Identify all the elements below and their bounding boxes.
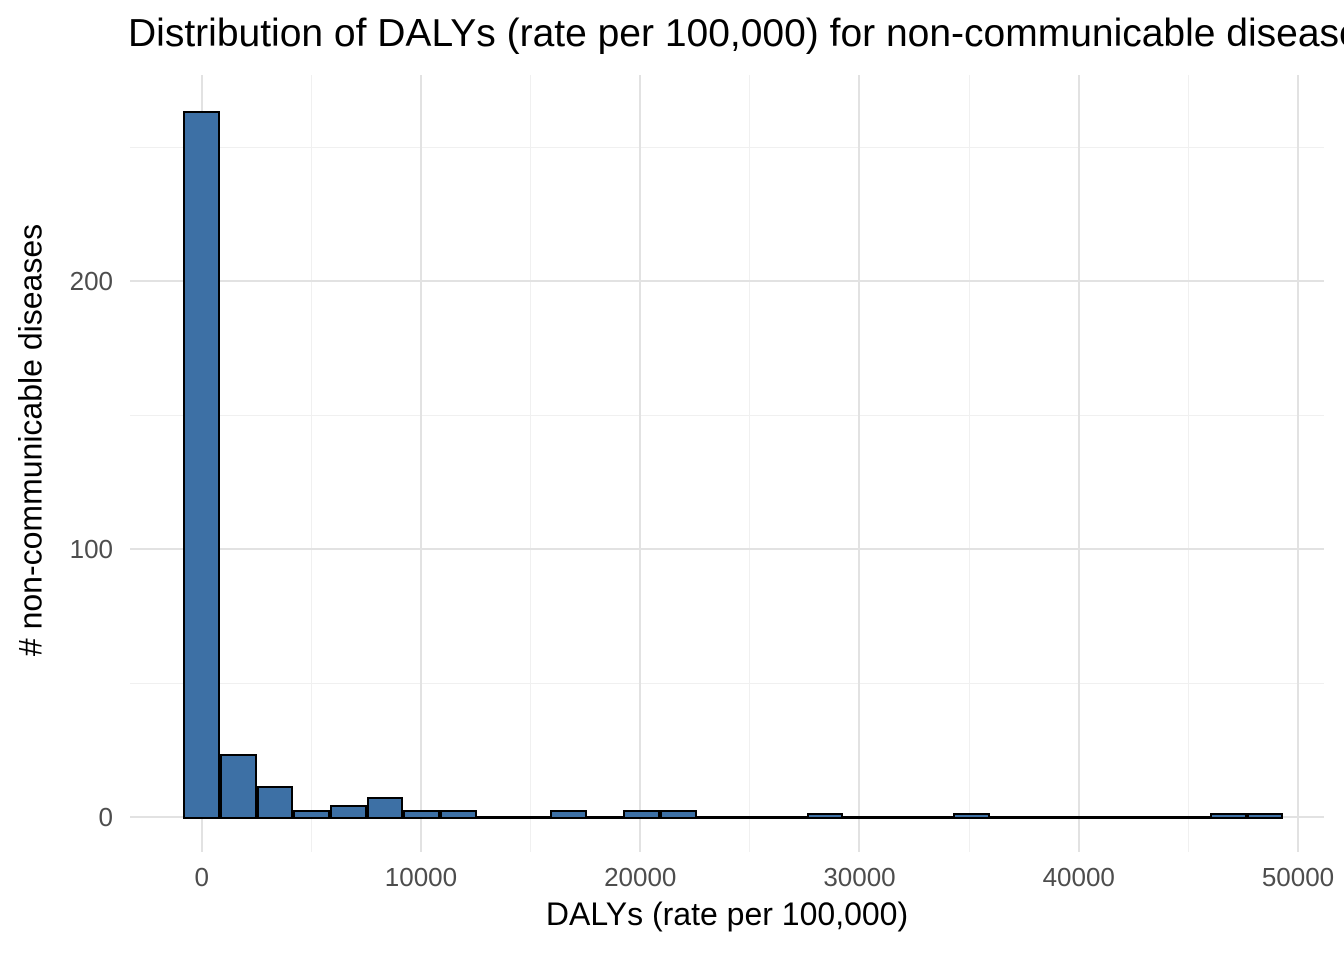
x-tick-label: 0 — [194, 862, 209, 892]
histogram-bar — [659, 810, 697, 819]
histogram-bar-zero — [1099, 815, 1138, 819]
histogram-bar-zero — [513, 815, 551, 819]
gridline-horizontal-minor — [130, 146, 1324, 148]
histogram-bar — [293, 810, 330, 819]
histogram-bar — [183, 110, 221, 819]
histogram-bar — [806, 813, 844, 819]
gridline-vertical-major — [639, 75, 642, 852]
histogram-bar — [330, 805, 367, 819]
y-tick-label: 100 — [69, 534, 113, 565]
y-axis-title: # non-communicable diseases — [12, 223, 49, 657]
histogram-bar — [549, 810, 587, 819]
gridline-vertical-minor — [530, 75, 532, 852]
gridline-horizontal-major — [130, 280, 1324, 283]
x-tick-label: 20000 — [604, 862, 677, 892]
x-tick-label: 40000 — [1042, 862, 1115, 892]
gridline-vertical-major — [858, 75, 861, 852]
gridline-vertical-major — [419, 75, 422, 852]
x-axis-title: DALYs (rate per 100,000) — [545, 896, 909, 932]
histogram-bar-zero — [1173, 815, 1211, 819]
histogram-bar — [220, 754, 257, 819]
gridline-horizontal-major — [130, 548, 1324, 551]
histogram-bar — [623, 810, 660, 819]
gridline-vertical-major — [1297, 75, 1299, 852]
gridline-vertical-minor — [968, 75, 970, 852]
histogram-bar — [403, 810, 440, 819]
histogram-bar-zero — [696, 815, 735, 819]
histogram-bar-zero — [476, 815, 515, 819]
histogram-bar — [366, 797, 404, 819]
x-tick-label: 50000 — [1261, 862, 1335, 892]
histogram-bar — [256, 786, 294, 819]
histogram-bar — [439, 810, 477, 819]
x-tick-label: 10000 — [384, 862, 458, 892]
x-tick-label: 30000 — [823, 862, 896, 892]
histogram-bar-zero — [1136, 815, 1175, 819]
histogram-bar-zero — [916, 815, 955, 819]
histogram-bar-zero — [769, 815, 808, 819]
gridline-vertical-minor — [1187, 75, 1189, 852]
histogram-bar — [1246, 813, 1284, 819]
chart-title: Distribution of DALYs (rate per 100,000)… — [128, 12, 1344, 55]
histogram-bar-zero — [733, 815, 771, 819]
y-tick-label: 0 — [98, 802, 113, 833]
gridline-vertical-minor — [310, 75, 312, 852]
gridline-horizontal-minor — [130, 682, 1324, 684]
histogram-bar-zero — [586, 815, 625, 819]
histogram-bar-zero — [843, 815, 881, 819]
histogram-bar-zero — [1026, 815, 1065, 819]
histogram-bar-zero — [1063, 815, 1101, 819]
plot-panel — [130, 75, 1324, 852]
histogram-bar-zero — [989, 815, 1028, 819]
histogram-bar — [953, 813, 990, 819]
histogram-bar-zero — [879, 815, 918, 819]
y-tick-label: 200 — [69, 266, 113, 297]
histogram-bar — [1209, 813, 1247, 819]
gridline-horizontal-minor — [130, 414, 1324, 416]
gridline-vertical-major — [1077, 75, 1080, 852]
gridline-vertical-minor — [749, 75, 751, 852]
